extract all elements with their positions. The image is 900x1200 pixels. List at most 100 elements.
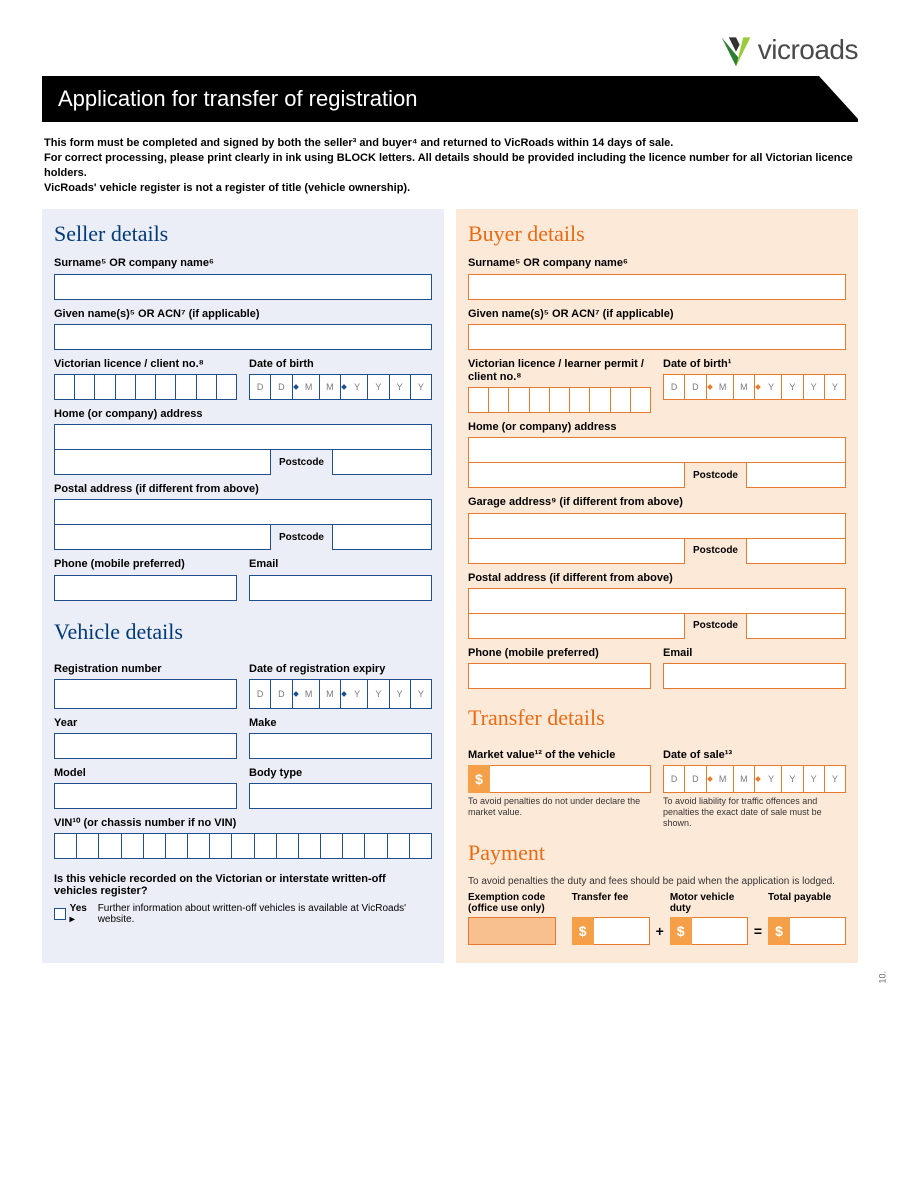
seller-email-label: Email [249,558,432,571]
vehicle-body-label: Body type [249,767,432,780]
written-off-yes-checkbox[interactable] [54,908,66,920]
transfer-heading: Transfer details [468,705,846,731]
buyer-garage-postcode-input[interactable] [746,538,846,564]
seller-email-input[interactable] [249,575,432,601]
buyer-heading: Buyer details [468,221,846,247]
vehicle-reg-input[interactable] [54,679,237,709]
written-off-question: Is this vehicle recorded on the Victoria… [54,873,432,897]
payment-equals: = [754,923,762,945]
payment-duty-label: Motor vehicle duty [670,892,748,914]
seller-column: Seller details Surname⁵ OR company name⁶… [42,209,444,963]
buyer-home-label: Home (or company) address [468,421,846,434]
payment-total-input[interactable]: $ [768,917,846,945]
seller-phone-label: Phone (mobile preferred) [54,558,237,571]
buyer-email-input[interactable] [663,663,846,689]
seller-postal-postcode-label: Postcode [271,524,332,550]
buyer-licence-label: Victorian licence / learner permit / cli… [468,358,651,384]
vehicle-year-input[interactable] [54,733,237,759]
vehicle-expiry-input[interactable]: DD MM YYYY [249,679,432,709]
transfer-saledate-input[interactable]: DD MM YYYY [663,765,846,793]
payment-exemption-input[interactable] [468,917,556,945]
written-off-note-text: Further information about written-off ve… [98,903,432,925]
seller-surname-label: Surname⁵ OR company name⁶ [54,257,432,270]
buyer-home-postcode-input[interactable] [746,462,846,488]
payment-transfer-fee-input[interactable]: $ [572,917,650,945]
seller-phone-input[interactable] [54,575,237,601]
buyer-surname-input[interactable] [468,274,846,300]
vehicle-reg-label: Registration number [54,663,237,676]
vehicle-expiry-label: Date of registration expiry [249,663,432,676]
buyer-phone-label: Phone (mobile preferred) [468,647,651,660]
vicroads-logo: vicroads [718,32,858,68]
buyer-home-input-1[interactable] [468,437,846,463]
seller-licence-input[interactable] [54,374,237,400]
logo-text: vicroads [758,34,858,66]
seller-home-postcode-input[interactable] [332,449,432,475]
seller-home-label: Home (or company) address [54,408,432,421]
vehicle-heading: Vehicle details [54,619,432,645]
payment-exemption-label: Exemption code (office use only) [468,892,566,914]
buyer-dob-input[interactable]: DD MM YYYY [663,374,846,400]
transfer-market-input[interactable]: $ [468,765,651,793]
buyer-given-input[interactable] [468,324,846,350]
vehicle-year-label: Year [54,717,237,730]
vehicle-model-input[interactable] [54,783,237,809]
seller-postal-label: Postal address (if different from above) [54,483,432,496]
buyer-column: Buyer details Surname⁵ OR company name⁶ … [456,209,858,963]
buyer-postal-postcode-input[interactable] [746,613,846,639]
transfer-saledate-label: Date of sale¹³ [663,749,846,762]
vehicle-vin-label: VIN¹⁰ (or chassis number if no VIN) [54,817,432,830]
seller-given-input[interactable] [54,324,432,350]
seller-dob-input[interactable]: DD MM YYYY [249,374,432,400]
seller-postal-input-1[interactable] [54,499,432,525]
buyer-postal-input-2[interactable] [468,613,685,639]
vehicle-make-label: Make [249,717,432,730]
payment-duty-input[interactable]: $ [670,917,748,945]
buyer-given-label: Given name(s)⁵ OR ACN⁷ (if applicable) [468,308,846,321]
seller-postal-input-2[interactable] [54,524,271,550]
currency-symbol: $ [468,765,490,793]
seller-given-label: Given name(s)⁵ OR ACN⁷ (if applicable) [54,308,432,321]
vehicle-model-label: Model [54,767,237,780]
vicroads-logo-icon [718,32,754,68]
payment-plus: + [656,923,664,945]
logo-row: vicroads [42,32,858,68]
payment-heading: Payment [468,840,846,866]
buyer-postal-postcode-label: Postcode [685,613,746,639]
seller-surname-input[interactable] [54,274,432,300]
intro-line-3: VicRoads' vehicle register is not a regi… [44,181,856,196]
vehicle-vin-input[interactable] [54,833,432,859]
buyer-garage-label: Garage address⁹ (if different from above… [468,496,846,509]
seller-home-input-1[interactable] [54,424,432,450]
payment-intro: To avoid penalties the duty and fees sho… [468,876,846,888]
intro-line-2: For correct processing, please print cle… [44,151,856,181]
payment-transfer-fee-label: Transfer fee [572,892,650,914]
vehicle-make-input[interactable] [249,733,432,759]
buyer-postal-input-1[interactable] [468,588,846,614]
buyer-garage-postcode-label: Postcode [685,538,746,564]
buyer-dob-label: Date of birth¹ [663,358,846,371]
seller-home-input-2[interactable] [54,449,271,475]
vehicle-body-input[interactable] [249,783,432,809]
buyer-home-postcode-label: Postcode [685,462,746,488]
transfer-market-note: To avoid penalties do not under declare … [468,796,651,818]
seller-home-postcode-label: Postcode [271,449,332,475]
buyer-postal-label: Postal address (if different from above) [468,572,846,585]
buyer-garage-input-2[interactable] [468,538,685,564]
buyer-garage-input-1[interactable] [468,513,846,539]
buyer-licence-input[interactable] [468,387,651,413]
buyer-home-input-2[interactable] [468,462,685,488]
seller-postal-postcode-input[interactable] [332,524,432,550]
buyer-email-label: Email [663,647,846,660]
transfer-saledate-note: To avoid liability for traffic offences … [663,796,846,828]
page-number: 10. [878,971,888,984]
page-title: Application for transfer of registration [42,76,858,122]
written-off-yes-label: Yes ▸ [70,903,94,925]
seller-heading: Seller details [54,221,432,247]
intro-line-1: This form must be completed and signed b… [44,136,856,151]
payment-total-label: Total payable [768,892,846,914]
seller-dob-label: Date of birth [249,358,432,371]
buyer-phone-input[interactable] [468,663,651,689]
buyer-surname-label: Surname⁵ OR company name⁶ [468,257,846,270]
written-off-row: Yes ▸ Further information about written-… [54,903,432,925]
